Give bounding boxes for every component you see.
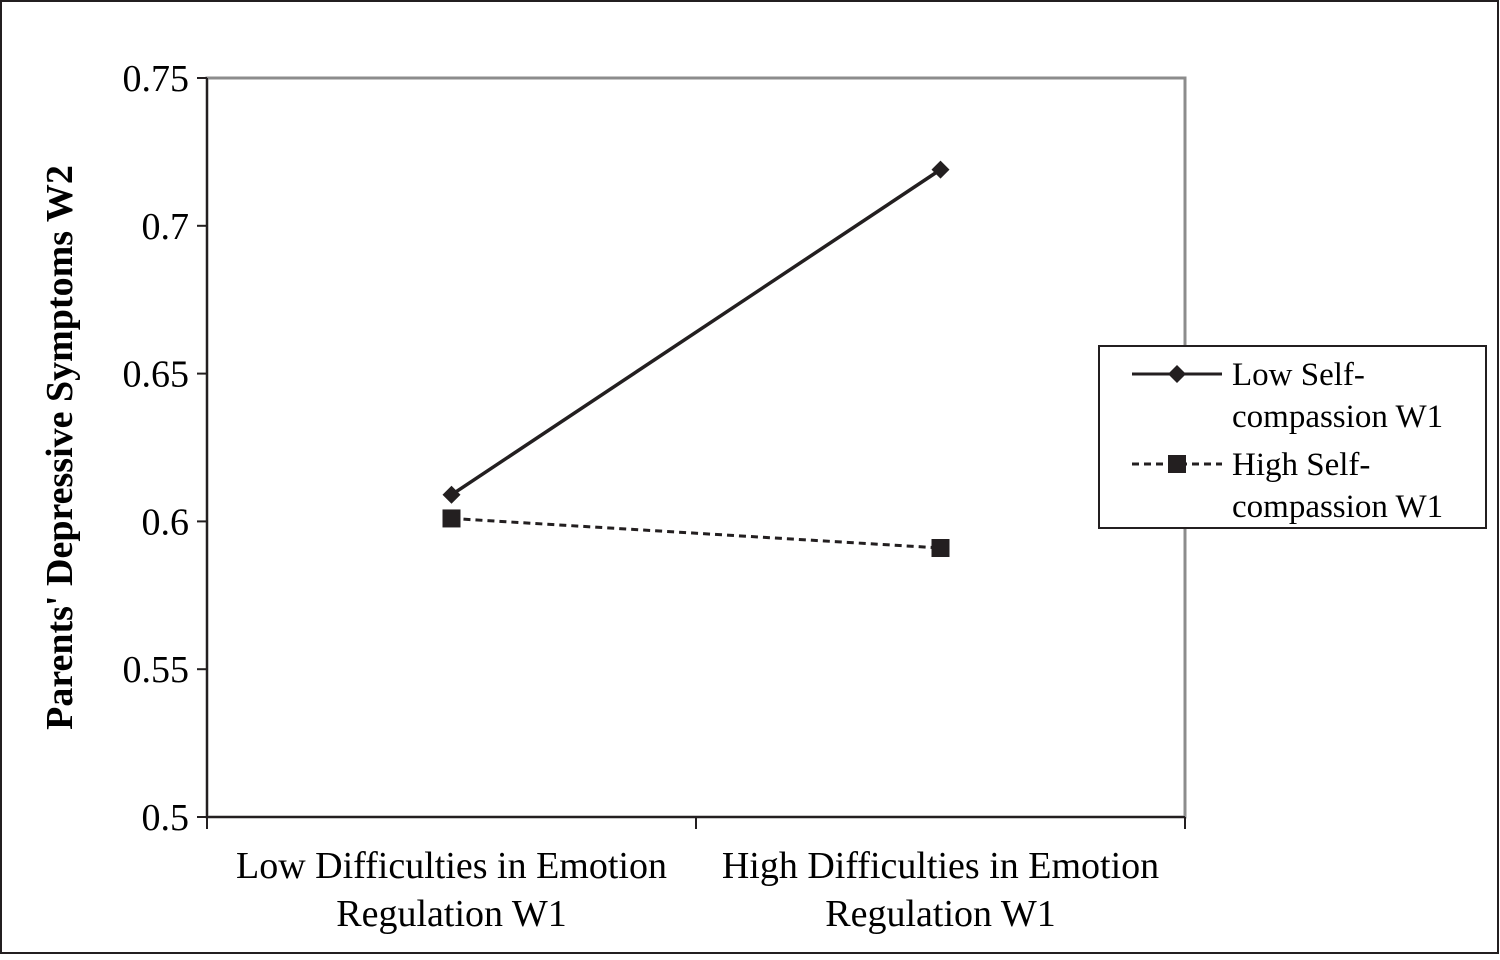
legend-1-diamond-marker (1168, 365, 1186, 383)
legend-label-1: Low Self-compassion W1 (1232, 357, 1443, 435)
series-line-2 (451, 516, 941, 550)
legend-label-line: High Self- (1232, 447, 1370, 483)
legend-label-2: High Self-compassion W1 (1232, 447, 1443, 525)
y-axis-title: Parents' Depressive Symptoms W2 (39, 165, 81, 730)
series-2-point-square-marker (931, 539, 950, 558)
y-tick-label: 0.65 (123, 354, 190, 396)
legend-2-square-marker (1168, 455, 1186, 473)
series-1-point-diamond-marker (931, 160, 950, 179)
legend-label-line: Low Self- (1232, 357, 1365, 393)
x-category-label-line: Regulation W1 (825, 893, 1055, 935)
y-tick-label: 0.75 (123, 58, 190, 100)
x-category-label-line: Low Difficulties in Emotion (236, 845, 667, 887)
x-category-label: High Difficulties in Emotion Regulation W… (722, 845, 1159, 935)
series-2-point-square-marker (442, 509, 461, 528)
series-line-1 (450, 168, 942, 497)
x-category-label: Low Difficulties in Emotion Regulation W1 (236, 845, 667, 935)
legend-label-line: compassion W1 (1232, 399, 1443, 435)
x-category-label-line: Regulation W1 (336, 893, 566, 935)
y-tick-label: 0.55 (123, 649, 190, 691)
legend-label-line: compassion W1 (1232, 489, 1443, 525)
y-tick-label: 0.7 (142, 206, 190, 248)
series-1-point-diamond-marker (442, 485, 461, 504)
y-tick-label: 0.5 (142, 797, 190, 839)
x-category-label-line: High Difficulties in Emotion (722, 845, 1159, 887)
legend-box (1098, 345, 1487, 529)
y-tick-label: 0.6 (142, 501, 190, 543)
